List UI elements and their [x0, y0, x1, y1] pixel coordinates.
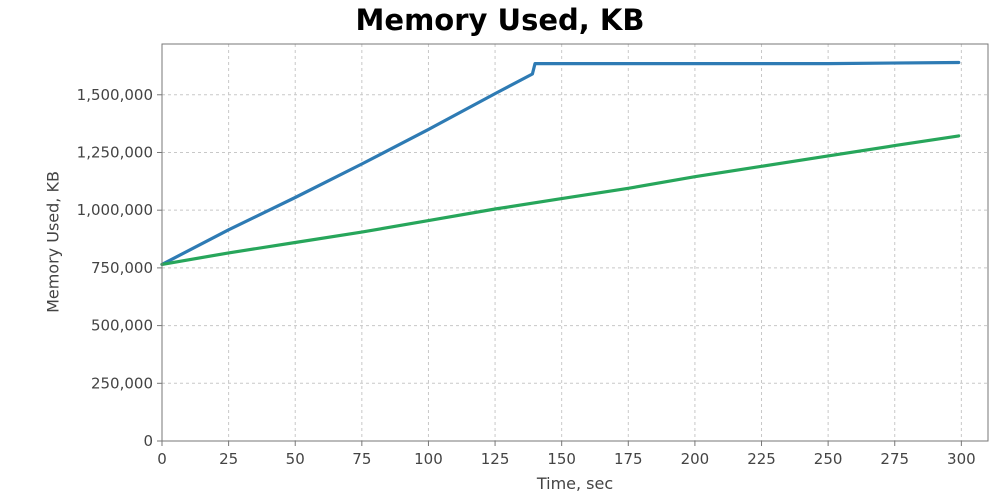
- series-line-1: [160, 60, 961, 266]
- y-tick-label: 1,000,000: [77, 201, 153, 219]
- y-tick-label: 1,250,000: [77, 143, 153, 161]
- x-tick-label: 250: [814, 450, 843, 468]
- x-tick-label: 300: [947, 450, 976, 468]
- y-tick-label: 1,500,000: [77, 86, 153, 104]
- x-tick-label: 100: [414, 450, 443, 468]
- series-lines: [160, 60, 961, 266]
- x-axis-label: Time, sec: [536, 474, 614, 493]
- x-tick-label: 275: [880, 450, 909, 468]
- y-tick-label: 500,000: [91, 317, 153, 335]
- x-tick-label: 25: [219, 450, 238, 468]
- x-tick-label: 0: [157, 450, 167, 468]
- axis-ticks: 0 25 50 75 100 125 150 175 200 225 250 275 300 0 250,0…: [77, 86, 976, 468]
- chart-title: Memory Used, KB: [355, 3, 645, 37]
- x-tick-label: 200: [681, 450, 710, 468]
- y-tick-label: 750,000: [91, 259, 153, 277]
- y-tick-label: 0: [143, 432, 153, 450]
- x-tick-label: 150: [547, 450, 576, 468]
- plot-frame: [161, 43, 989, 442]
- series-line-2: [160, 134, 961, 266]
- grid-lines: [162, 44, 988, 441]
- x-tick-label: 125: [481, 450, 510, 468]
- y-axis-label-text: Memory Used, KB: [43, 171, 63, 313]
- x-tick-label: 50: [286, 450, 305, 468]
- x-tick-label: 75: [352, 450, 371, 468]
- y-tick-label: 250,000: [91, 374, 153, 392]
- x-tick-label: 175: [614, 450, 643, 468]
- x-tick-label: 225: [747, 450, 776, 468]
